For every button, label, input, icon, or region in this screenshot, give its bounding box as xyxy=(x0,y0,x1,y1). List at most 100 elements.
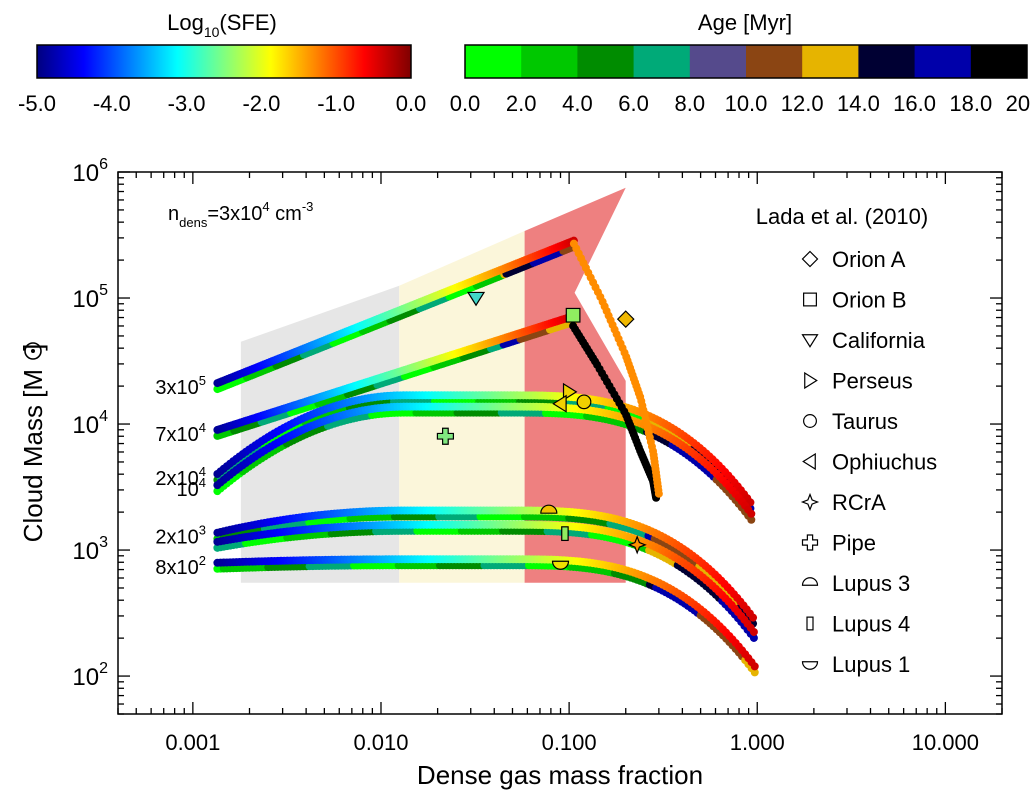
colorbar-age-tick-label: 18.0 xyxy=(949,91,992,116)
solar-symbol xyxy=(24,342,42,360)
svg-text:Cloud Mass [M]: Cloud Mass [M] xyxy=(18,344,48,543)
model-tracks xyxy=(213,236,759,677)
cloud-marker xyxy=(576,394,592,410)
colorbar-age-cell xyxy=(521,45,578,78)
colorbar-age-ticks: 0.0 2.0 4.0 6.0 8.0 10.0 12.0 14.0 16.0 18.0 20.0 xyxy=(450,91,1031,116)
legend-entry-label: California xyxy=(832,328,926,353)
legend-symbol xyxy=(804,371,818,390)
legend-title: Lada et al. (2010) xyxy=(756,204,928,229)
colorbar-age-tick-label: 4.0 xyxy=(562,91,593,116)
cloud-marker xyxy=(551,560,570,570)
cloud-marker xyxy=(616,310,635,328)
legend-symbol xyxy=(800,492,820,512)
legend-symbol xyxy=(801,534,819,551)
colorbar-age-cell xyxy=(577,45,635,78)
colorbar-sfe-tick-label: -2.0 xyxy=(242,91,280,116)
legend-entry-label: Lupus 3 xyxy=(832,571,910,596)
track-point-age xyxy=(747,515,756,524)
legend: Lada et al. (2010) Orion A Orion B Califor… xyxy=(756,204,937,677)
branch-point xyxy=(654,489,663,498)
colorbar-age-cell xyxy=(689,45,747,78)
colorbar-sfe-tick-label: -5.0 xyxy=(18,91,56,116)
colorbar-age-tick-label: 20.0 xyxy=(1006,91,1031,116)
cloud-marker xyxy=(466,291,486,307)
y-tick-label: 103 xyxy=(72,534,108,565)
x-tick-label: 0.010 xyxy=(353,730,408,755)
track-label: 8x102 xyxy=(155,553,206,579)
branch-track xyxy=(569,239,663,498)
colorbar-age-cell xyxy=(746,45,803,78)
legend-entry-label: Taurus xyxy=(832,409,898,434)
colorbar-age-cell xyxy=(633,45,691,78)
x-tick-label: 10.000 xyxy=(912,730,979,755)
colorbar-age-cell xyxy=(802,45,859,78)
colorbar-sfe-tick-label: 0.0 xyxy=(396,91,427,116)
cloud-marker xyxy=(552,394,567,413)
cloud-markers xyxy=(436,291,647,570)
track-point-sfe xyxy=(749,627,758,636)
colorbar-age-cell xyxy=(465,45,522,78)
colorbar-age-cell xyxy=(858,45,916,78)
shaded-region xyxy=(524,187,626,583)
x-tick-label: 1.000 xyxy=(730,730,785,755)
cloud-marker xyxy=(436,427,455,445)
y-tick-label: 105 xyxy=(72,282,108,313)
cloud-marker xyxy=(561,526,569,542)
track-label: 104 xyxy=(177,475,206,501)
track-label: 2x104 xyxy=(155,464,206,490)
legend-entry-label: Lupus 1 xyxy=(832,652,910,677)
colorbar-age: Age [Myr] 0.0 2.0 4.0 6.0 8.0 10.0 12.0 14.0 16.… xyxy=(450,10,1031,116)
legend-entry-label: RCrA xyxy=(832,490,886,515)
legend-symbol xyxy=(801,577,819,586)
colorbar-age-tick-label: 2.0 xyxy=(506,91,537,116)
y-tick-label: 106 xyxy=(72,156,108,187)
colorbar-sfe-tick-label: -3.0 xyxy=(168,91,206,116)
density-label: ndens=3x104 cm-3 xyxy=(168,199,313,230)
model-track xyxy=(213,402,756,524)
colorbar-age-tick-label: 0.0 xyxy=(450,91,481,116)
legend-entry-label: Perseus xyxy=(832,369,913,394)
colorbar-sfe-bar xyxy=(36,44,412,79)
legend-entry-label: Orion B xyxy=(832,288,907,313)
y-tick-label: 102 xyxy=(72,660,108,691)
colorbar-age-title: Age [Myr] xyxy=(698,10,792,35)
cloud-marker xyxy=(540,504,558,514)
colorbar-age-bar xyxy=(465,45,1028,78)
legend-entry-label: Orion A xyxy=(832,247,906,272)
colorbar-age-tick-label: 12.0 xyxy=(781,91,824,116)
model-track xyxy=(213,555,759,677)
track-point-sfe xyxy=(750,662,759,671)
model-track xyxy=(213,236,578,394)
legend-symbol xyxy=(802,452,816,471)
colorbar-age-tick-label: 10.0 xyxy=(725,91,768,116)
colorbar-sfe-tick-label: -4.0 xyxy=(93,91,131,116)
legend-entry-label: Ophiuchus xyxy=(832,450,937,475)
legend-symbol xyxy=(801,661,819,670)
track-point-sfe xyxy=(749,613,758,622)
colorbar-age-tick-label: 6.0 xyxy=(618,91,649,116)
legend-symbol xyxy=(806,616,814,631)
colorbar-age-tick-label: 8.0 xyxy=(675,91,706,116)
legend-symbol xyxy=(801,250,819,268)
legend-symbol xyxy=(803,414,817,428)
colorbar-age-cell xyxy=(914,45,972,78)
model-track xyxy=(213,520,758,642)
colorbar-age-cell xyxy=(970,45,1028,78)
colorbar-sfe-tick-label: -1.0 xyxy=(317,91,355,116)
y-tick-labels: 102 103 104 105 106 xyxy=(72,156,108,691)
track-label: 3x105 xyxy=(155,373,206,399)
colorbar-sfe: Log10(SFE) -5.0 -4.0 -3.0 -2.0 -1.0 0.0 xyxy=(18,10,426,116)
colorbar-sfe-title: Log10(SFE) xyxy=(167,10,277,40)
track-point-age xyxy=(749,633,758,642)
legend-symbol xyxy=(801,334,819,348)
x-tick-label: 0.001 xyxy=(165,730,220,755)
legend-symbol xyxy=(803,292,817,307)
axis-ticks xyxy=(117,171,1003,715)
x-tick-labels: 0.001 0.010 0.100 1.000 10.000 xyxy=(165,730,979,755)
legend-entry-label: Lupus 4 xyxy=(832,612,910,637)
x-axis-label: Dense gas mass fraction xyxy=(417,760,703,790)
colorbar-age-tick-label: 16.0 xyxy=(893,91,936,116)
